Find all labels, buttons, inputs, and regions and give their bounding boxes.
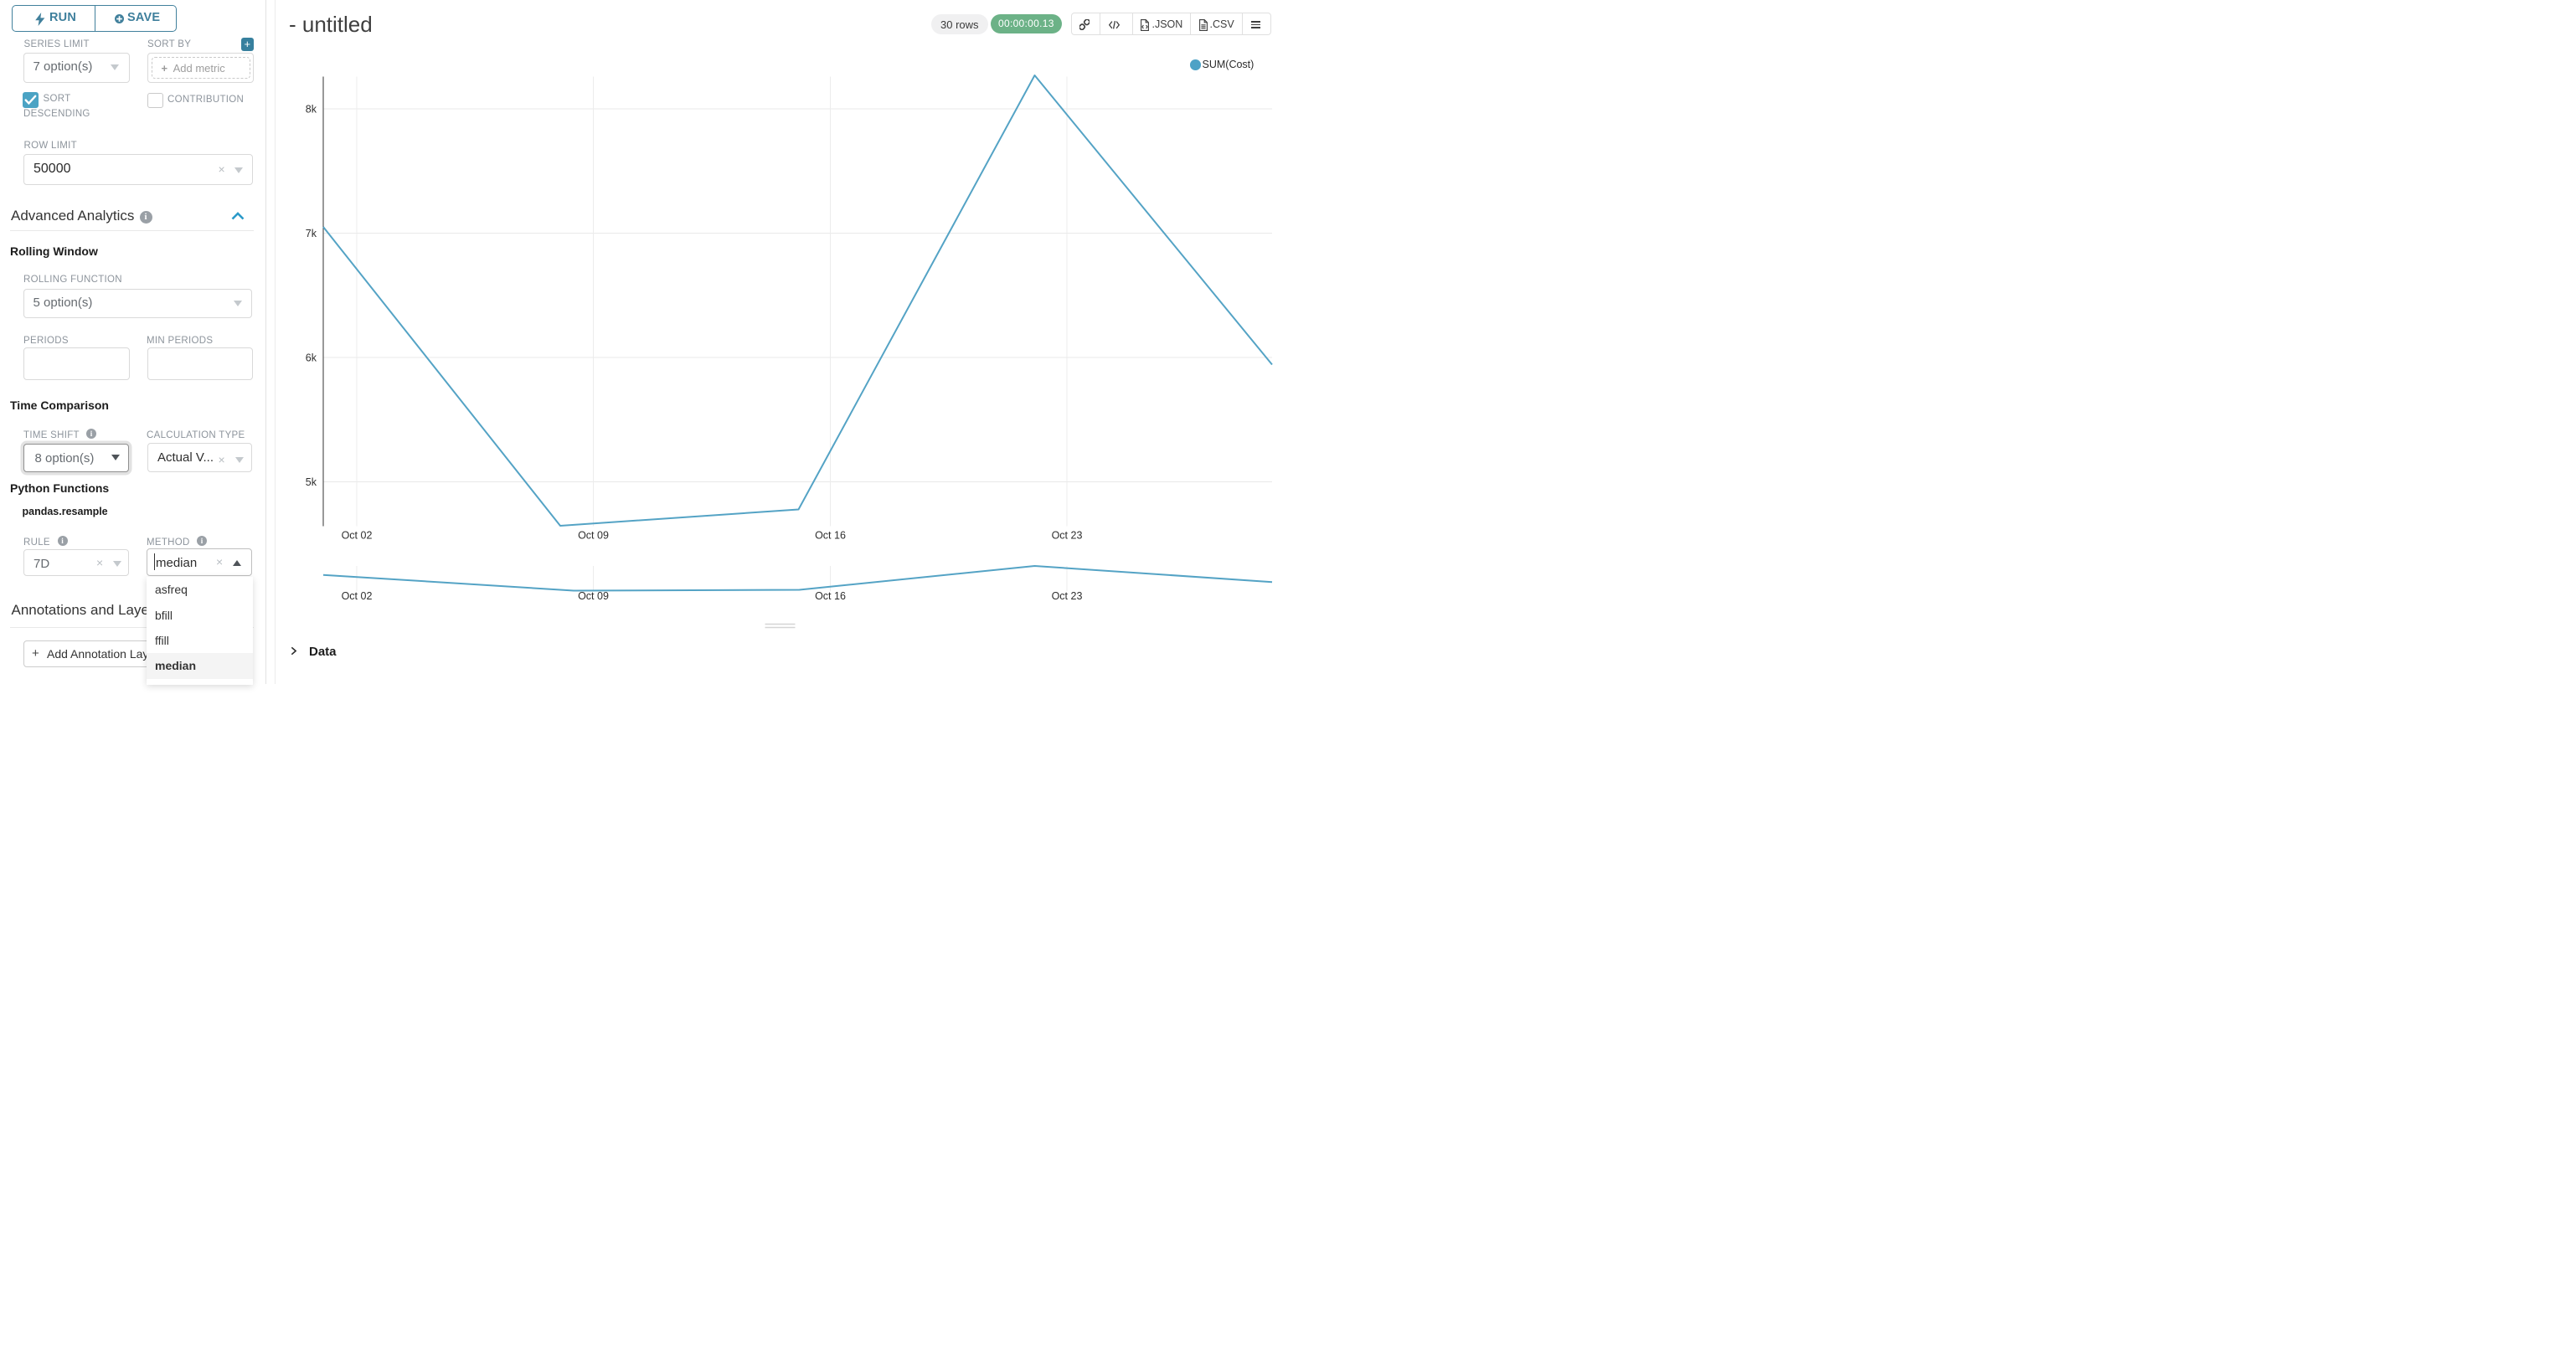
svg-text:6k: 6k xyxy=(306,352,317,364)
svg-text:Oct 02: Oct 02 xyxy=(342,530,373,542)
svg-text:5k: 5k xyxy=(306,476,317,488)
svg-text:7k: 7k xyxy=(306,228,317,239)
svg-text:Oct 23: Oct 23 xyxy=(1052,590,1083,602)
svg-text:Oct 23: Oct 23 xyxy=(1052,530,1083,542)
svg-text:8k: 8k xyxy=(306,104,317,116)
svg-text:Oct 16: Oct 16 xyxy=(815,530,846,542)
svg-text:Oct 09: Oct 09 xyxy=(578,530,609,542)
svg-text:Oct 09: Oct 09 xyxy=(578,590,609,602)
svg-text:Oct 02: Oct 02 xyxy=(342,590,373,602)
svg-text:Data: Data xyxy=(309,645,337,659)
svg-text:Oct 16: Oct 16 xyxy=(815,590,846,602)
